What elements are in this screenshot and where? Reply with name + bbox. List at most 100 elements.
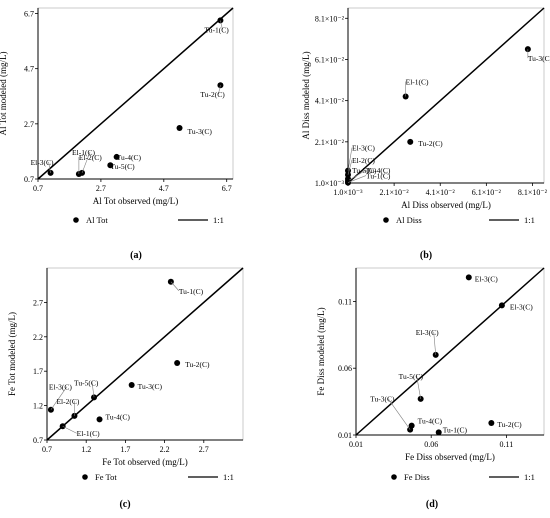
point-label: Tu-1(C): [443, 425, 468, 434]
point-label: Tu-5(C): [399, 372, 424, 381]
x-tick-label: 1.7: [120, 445, 130, 454]
x-axis-title: Fe Diss observed (mg/L): [405, 452, 495, 462]
legend-marker: [82, 474, 88, 480]
leader-line: [48, 161, 51, 173]
y-tick-label: 4.1×10⁻²: [315, 97, 345, 106]
x-tick-label: 0.7: [33, 184, 43, 193]
y-tick-label: 1.2: [33, 402, 43, 411]
point-label: El-3(C): [31, 158, 54, 167]
x-tick-label: 4.7: [159, 184, 169, 193]
y-tick-label: 0.7: [33, 436, 43, 445]
data-point: [498, 302, 505, 309]
leader-line: [62, 425, 77, 434]
x-tick-label: 2.1×10⁻²: [380, 188, 410, 197]
x-axis-title: Al Tot observed (mg/L): [93, 196, 178, 206]
leader-line: [218, 85, 221, 95]
legend-line-label: 1:1: [223, 472, 234, 482]
y-tick-label: 8.1×10⁻²: [315, 14, 345, 23]
data-point: [174, 359, 181, 366]
point-label: El-1(C): [406, 78, 429, 87]
y-axis-title: Al Tot modeled (mg/L): [0, 52, 8, 136]
legend-line-label: 1:1: [524, 472, 535, 482]
x-tick-label: 1.2: [81, 445, 91, 454]
data-point: [107, 162, 114, 169]
leader-line: [170, 281, 180, 291]
legend-series-label: Al Tot: [86, 215, 108, 225]
data-point: [465, 274, 472, 281]
data-point: [128, 381, 135, 388]
point-label: Tu-2(C): [200, 90, 225, 99]
point-label: Tu-3(C): [370, 395, 395, 404]
point-label: Tu-4(C): [106, 412, 131, 421]
data-point: [488, 419, 495, 426]
legend-line-label: 1:1: [213, 215, 224, 225]
y-tick-label: 0.01: [338, 431, 352, 440]
y-axis-title: Al Diss modeled (mg/L): [301, 51, 311, 139]
panel-letter: (b): [420, 250, 432, 261]
leader-line: [416, 375, 421, 399]
one-to-one-line: [355, 267, 545, 436]
y-tick-label: 0.7: [24, 175, 34, 184]
point-label: El-1(C): [72, 148, 95, 157]
x-tick-label: 2.2: [160, 445, 170, 454]
y-tick-label: 6.1×10⁻²: [315, 55, 345, 64]
y-tick-label: 0.11: [338, 297, 352, 306]
point-label: Tu-2(C): [497, 420, 522, 429]
data-point: [408, 422, 415, 429]
point-label: Tu-4(C): [117, 153, 142, 162]
legend-series-label: Fe Diss: [404, 472, 430, 482]
data-point: [96, 416, 103, 423]
panel-d: 0.01 0.06 0.11 0.01 0.06 0.11 Fe Diss observed…: [316, 267, 545, 510]
point-label: Tu-4(C): [418, 417, 443, 426]
y-tick-label: 2.7: [33, 298, 43, 307]
legend-series-label: Al Diss: [396, 215, 422, 225]
point-label: Tu-4(C): [366, 166, 391, 175]
data-point: [176, 124, 183, 131]
panel-letter: (a): [130, 250, 142, 261]
point-label: Tu-1(C): [366, 172, 391, 181]
x-tick-label: 6.1×10⁻²: [472, 188, 502, 197]
y-tick-label: 1.0×10⁻³: [315, 179, 345, 188]
x-tick-label: 0.01: [349, 440, 363, 449]
leader-line: [387, 398, 411, 430]
legend-line-label: 1:1: [524, 215, 535, 225]
point-label: El-3(C): [416, 328, 439, 337]
leader-line: [50, 386, 68, 410]
point-label: El-3(C): [510, 302, 533, 311]
y-axis-title: Fe Diss modeled (mg/L): [316, 307, 326, 395]
x-tick-label: 2.7: [96, 184, 106, 193]
x-tick-label: 0.11: [500, 440, 514, 449]
leader-line: [347, 169, 367, 182]
one-to-one-line: [37, 7, 234, 180]
x-tick-label: 2.7: [199, 445, 209, 454]
x-tick-label: 0.06: [424, 440, 438, 449]
x-tick-label: 0.7: [42, 445, 52, 454]
one-to-one-line: [46, 267, 244, 441]
x-tick-label: 6.7: [222, 184, 232, 193]
point-label: Tu-3(C): [528, 54, 550, 63]
panel-a: 0.7 2.7 4.7 6.7 0.7 2.7 4.7 6.7 Al Tot observed …: [0, 7, 234, 261]
legend-marker: [391, 474, 397, 480]
point-label: El-2(C): [56, 397, 79, 406]
point-label: El-3(C): [49, 383, 72, 392]
point-label: El-1(C): [77, 429, 100, 438]
leader-line: [347, 147, 353, 171]
point-label: Tu-1(C): [204, 25, 229, 34]
point-label: Tu-5(C): [74, 378, 99, 387]
point-label: Tu-2(C): [185, 360, 210, 369]
data-point: [407, 138, 414, 145]
y-tick-label: 2.7: [24, 120, 34, 129]
x-tick-label: 1.0×10⁻³: [333, 188, 363, 197]
legend-marker: [383, 217, 389, 223]
x-axis-title: Al Diss observed (mg/L): [401, 200, 491, 210]
point-label: Tu-5(C): [110, 162, 135, 171]
leader-line: [433, 331, 437, 355]
point-label: Tu-1(C): [179, 287, 204, 296]
x-tick-label: 4.1×10⁻²: [426, 188, 456, 197]
point-label: Tu-3(C): [138, 382, 163, 391]
leader-line: [347, 159, 353, 175]
y-tick-label: 4.7: [24, 65, 34, 74]
y-tick-label: 2.2: [33, 333, 43, 342]
point-label: Tu-5(C): [352, 166, 377, 175]
